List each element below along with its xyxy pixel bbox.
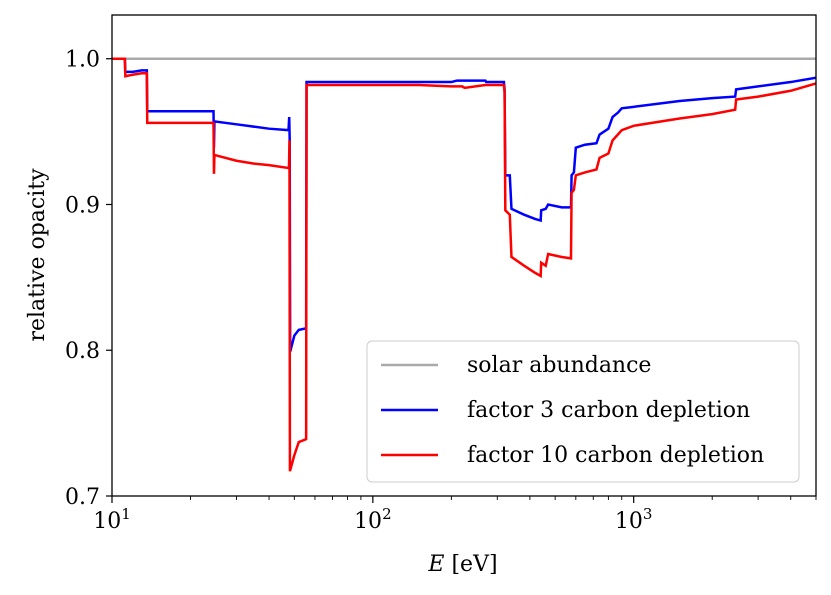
y-tick-label: 0.9 bbox=[65, 193, 100, 218]
legend: solar abundance factor 3 carbon depletio… bbox=[366, 340, 800, 483]
x-tick-label: 101 bbox=[93, 505, 131, 534]
series-layer bbox=[112, 57, 816, 472]
y-tick-label: 1.0 bbox=[65, 48, 100, 73]
x-tick-label: 102 bbox=[354, 505, 392, 534]
x-tick-label: 103 bbox=[615, 505, 653, 534]
y-tick-label: 0.8 bbox=[65, 339, 100, 364]
plot-frame bbox=[111, 14, 817, 497]
series-line-2 bbox=[112, 57, 816, 472]
x-axis-label: E [eV] bbox=[427, 552, 497, 577]
y-axis-label: relative opacity bbox=[25, 168, 50, 342]
legend-label-factor3: factor 3 carbon depletion bbox=[467, 398, 750, 423]
legend-label-factor10: factor 10 carbon depletion bbox=[467, 443, 764, 468]
tick-layer: 0.7 0.8 0.9 1.0 101 102 103 bbox=[65, 48, 817, 534]
y-tick-label: 0.7 bbox=[65, 485, 100, 510]
legend-label-solar: solar abundance bbox=[467, 353, 651, 378]
legend-box bbox=[366, 340, 800, 483]
